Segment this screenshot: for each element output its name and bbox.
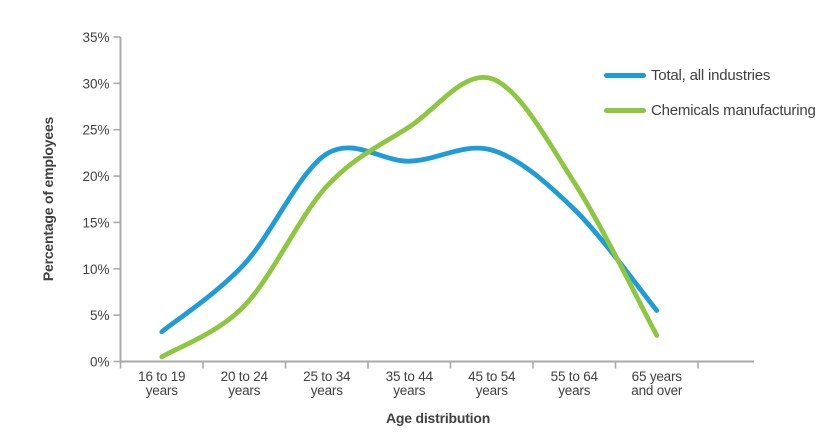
y-tick-label: 10% [82,262,109,277]
y-tick-label: 35% [82,30,109,45]
legend-line-swatch-green [604,107,646,113]
x-tick-label: 55 to 64 [551,369,599,384]
x-tick-label: and over [631,383,683,398]
x-tick-label: 16 to 19 [138,369,185,384]
x-tick-label: years [476,383,508,398]
y-tick-label: 0% [90,355,110,370]
legend-label: Chemicals manufacturing [651,101,816,119]
y-tick-label: 5% [90,308,110,323]
y-axis-ticks: 0% 5% 10% 15% 20% 25% 30% 35% [82,30,121,370]
x-tick-label: years [228,383,260,398]
x-axis-ticks [119,361,699,369]
y-tick-label: 15% [82,215,109,230]
legend-item-total-all-industries: Total, all industries [604,66,816,84]
x-tick-label: years [558,383,590,398]
legend: Total, all industries Chemicals manufact… [604,66,816,136]
x-tick-label: 20 to 24 [221,369,269,384]
y-tick-label: 20% [82,169,109,184]
y-tick-label: 30% [82,76,109,91]
y-axis-title: Percentage of employees [40,116,56,282]
x-tick-label: years [146,383,178,398]
x-tick-label: 45 to 54 [468,369,516,384]
y-tick-label: 25% [82,123,109,138]
series-line-total-all-industries [159,145,660,335]
x-tick-label: 25 to 34 [303,369,351,384]
legend-item-chemicals-manufacturing: Chemicals manufacturing [604,101,816,119]
legend-label: Total, all industries [651,66,771,84]
x-tick-label: 65 years [632,369,683,384]
legend-line-swatch-blue [604,72,646,78]
series-line-chemicals-manufacturing [159,74,660,360]
x-tick-label: 35 to 44 [386,369,434,384]
x-tick-label: years [311,383,343,398]
x-tick-label: years [393,383,425,398]
x-axis-title: Age distribution [385,410,491,426]
